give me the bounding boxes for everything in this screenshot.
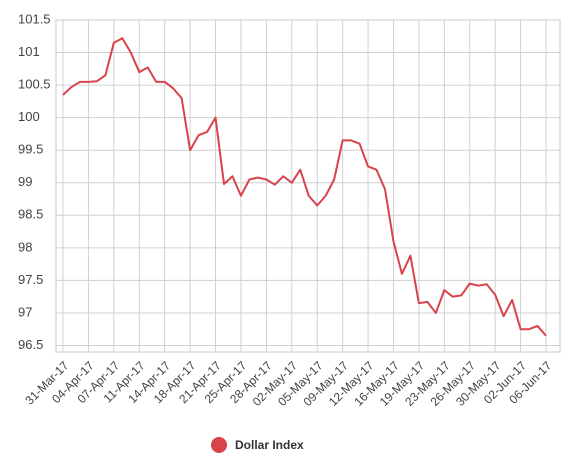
y-tick-label: 96.5 — [18, 337, 43, 352]
y-tick-label: 99.5 — [18, 142, 43, 157]
y-tick-label: 100 — [18, 109, 40, 124]
legend-label: Dollar Index — [235, 438, 304, 452]
series-line — [62, 37, 547, 337]
plot-frame — [55, 19, 561, 353]
y-tick-label: 99 — [18, 174, 32, 189]
y-tick-label: 97 — [18, 304, 32, 319]
y-tick-label: 101.5 — [18, 11, 51, 26]
y-tick-label: 97.5 — [18, 272, 43, 287]
y-tick-label: 101 — [18, 44, 40, 59]
y-tick-label: 98.5 — [18, 207, 43, 222]
y-tick-label: 98 — [18, 239, 32, 254]
y-tick-label: 100.5 — [18, 77, 51, 92]
legend-marker — [211, 437, 227, 453]
